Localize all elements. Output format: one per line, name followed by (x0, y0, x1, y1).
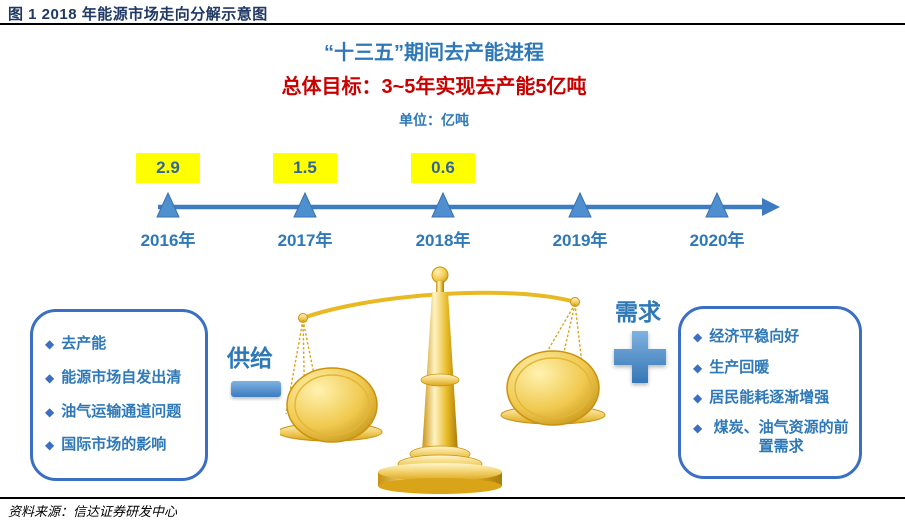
timeline-arrow (156, 191, 780, 218)
demand-item-label: 居民能耗逐渐增强 (709, 388, 830, 406)
list-item: ◆ 居民能耗逐渐增强 (691, 389, 853, 408)
figure-caption: 图 1 2018 年能源市场走向分解示意图 (8, 6, 268, 23)
demand-item-label: 生产回暖 (709, 358, 770, 376)
bottom-divider (0, 497, 905, 499)
supply-item-label: 去产能 (61, 335, 107, 352)
unit-label: 单位：亿吨 (399, 112, 469, 128)
diamond-bullet-icon: ◆ (693, 421, 703, 435)
diamond-bullet-icon: ◆ (693, 390, 703, 405)
list-item: ◆ 煤炭、油气资源的前置需求 (691, 419, 853, 457)
demand-item-label: 煤炭、油气资源的前置需求 (713, 419, 849, 455)
diagram-subtitle: 总体目标：3~5年实现去产能5亿吨 (281, 76, 587, 98)
diamond-bullet-icon: ◆ (693, 360, 703, 375)
balance-scale-illustration (280, 266, 606, 494)
value-highlight-2018: 0.6 (411, 153, 475, 183)
diamond-bullet-icon: ◆ (693, 330, 703, 345)
diamond-bullet-icon: ◆ (45, 337, 55, 351)
value-highlight-2016: 2.9 (136, 153, 200, 183)
year-label-2018: 2018年 (415, 231, 471, 250)
year-label-2017: 2017年 (277, 231, 333, 250)
value-highlight-2017: 1.5 (273, 153, 337, 183)
list-item: ◆ 生产回暖 (691, 359, 853, 378)
list-item: ◆ 经济平稳向好 (691, 328, 853, 347)
plus-icon (614, 331, 666, 383)
list-item: ◆ 能源市场自发出清 (43, 369, 199, 388)
year-label-2019: 2019年 (552, 231, 608, 250)
year-label-2016: 2016年 (140, 231, 196, 250)
minus-icon (231, 381, 281, 397)
diamond-bullet-icon: ◆ (45, 404, 55, 419)
timeline-marker-icons (156, 191, 729, 218)
demand-item-label: 经济平稳向好 (709, 328, 800, 346)
demand-factors-box: ◆ 经济平稳向好 ◆ 生产回暖 ◆ 居民能耗逐渐增强 ◆ 煤炭、油气资源的前置需… (678, 306, 862, 479)
supply-item-label: 国际市场的影响 (61, 436, 167, 454)
supply-item-label: 能源市场自发出清 (61, 368, 182, 386)
source-note: 资料来源：信达证券研发中心 (8, 504, 178, 519)
diamond-bullet-icon: ◆ (45, 438, 55, 453)
supply-item-label: 油气运输通道问题 (61, 402, 182, 420)
demand-label: 需求 (615, 299, 661, 325)
list-item: ◆ 油气运输通道问题 (43, 403, 199, 422)
supply-label: 供给 (227, 345, 273, 371)
top-divider (0, 23, 905, 25)
list-item: ◆ 国际市场的影响 (43, 436, 199, 455)
supply-factors-box: ◆ 去产能 ◆ 能源市场自发出清 ◆ 油气运输通道问题 ◆ 国际市场的影响 (30, 309, 208, 481)
list-item: ◆ 去产能 (43, 335, 199, 354)
diamond-bullet-icon: ◆ (45, 370, 55, 385)
diagram-title: “十三五”期间去产能进程 (324, 42, 544, 64)
year-label-2020: 2020年 (689, 231, 745, 250)
